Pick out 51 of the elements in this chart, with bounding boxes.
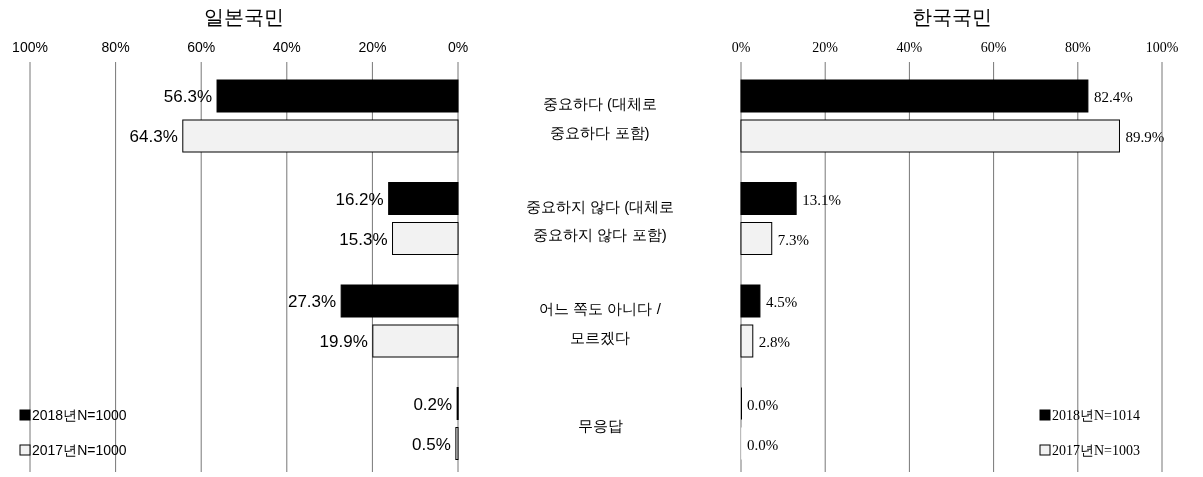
x-tick-label: 40% [896, 40, 923, 55]
bar [740, 182, 797, 215]
data-label: 4.5% [765, 294, 798, 310]
legend-label: 2017년N=1000 [32, 442, 127, 458]
bar [740, 222, 773, 255]
data-label: 7.3% [777, 231, 809, 248]
data-label: 89.9% [1125, 129, 1165, 145]
x-tick-label: 0% [731, 40, 751, 55]
bar [740, 324, 754, 358]
data-label: 19.9% [319, 332, 368, 351]
legend-label: 2017년N=1003 [1052, 443, 1141, 458]
data-label: 0.0% [747, 436, 779, 453]
bar [216, 79, 459, 113]
chart-title: 한국국민 [911, 6, 992, 28]
data-label: 0.5% [412, 434, 451, 454]
chart-title: 일본국민 [204, 6, 284, 28]
bar [740, 79, 1089, 113]
y-tick-label: 무응답 [577, 416, 623, 434]
bar [740, 119, 1120, 153]
bar [372, 324, 459, 358]
bar [182, 119, 459, 153]
data-label: 82.4% [1093, 89, 1133, 105]
y-tick-label: 어느 쪽도 아니다 / 모르겠다 [539, 300, 662, 346]
x-tick-label: 100% [1145, 40, 1179, 55]
data-label: 2.8% [758, 334, 791, 350]
data-label: 27.3% [287, 292, 337, 311]
data-label: 0.2% [413, 394, 453, 414]
x-tick-label: 20% [358, 39, 387, 55]
y-tick-label: 중요하다 (대체로 중요하다 포함) [542, 95, 658, 141]
x-tick-label: 80% [1064, 40, 1091, 55]
data-label: 16.2% [335, 189, 384, 209]
x-tick-label: 20% [812, 40, 839, 55]
data-label: 13.1% [802, 191, 841, 208]
data-label: 15.3% [339, 229, 388, 249]
legend-label: 2018년N=1014 [1052, 408, 1141, 423]
x-tick-label: 80% [101, 39, 130, 55]
bar [455, 427, 459, 460]
data-label: 64.3% [129, 127, 178, 146]
bar [388, 182, 459, 215]
legend-label: 2018년N=1000 [32, 407, 127, 423]
y-tick-label: 중요하지 않다 (대체로 중요하지 않다 포함) [525, 197, 675, 243]
x-tick-label: 60% [187, 39, 216, 55]
data-label: 0.0% [747, 396, 779, 413]
x-tick-label: 100% [12, 39, 48, 55]
x-tick-label: 60% [980, 40, 1007, 55]
bar [740, 284, 761, 318]
bar [340, 284, 459, 318]
bar [392, 222, 459, 255]
x-tick-label: 40% [272, 39, 301, 55]
x-tick-label: 0% [447, 39, 469, 55]
data-label: 56.3% [163, 87, 213, 106]
